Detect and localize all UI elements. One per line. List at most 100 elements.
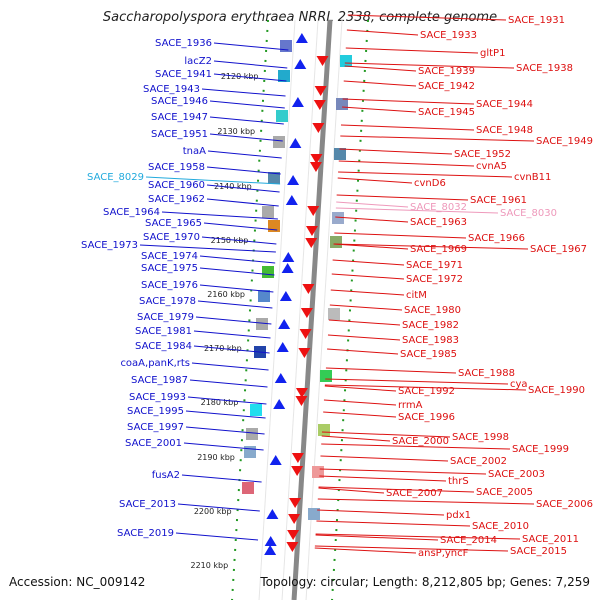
forward-gene — [282, 252, 295, 262]
right-label-connector — [333, 243, 529, 250]
right-label-connector — [339, 148, 453, 155]
right-label-connector — [321, 435, 391, 442]
right-label-connector — [333, 243, 409, 250]
right-gene-label: SACE_1998 — [452, 432, 509, 443]
right-gene-label: SACE_1983 — [402, 335, 459, 346]
left-label-connector — [209, 116, 284, 125]
left-label-connector — [193, 345, 270, 354]
left-gene-label: SACE_1936 — [155, 38, 212, 49]
right-label-connector — [334, 232, 467, 239]
right-gene-label: SACE_2002 — [450, 456, 507, 467]
feature-block — [308, 508, 320, 520]
right-label-connector — [321, 443, 511, 450]
left-gene-label: SACE_1958 — [148, 162, 205, 173]
right-gene-label: SACE_1952 — [454, 149, 511, 160]
feature-block — [332, 212, 344, 224]
right-label-connector — [315, 534, 439, 541]
forward-gene — [289, 138, 302, 148]
left-gene-label: SACE_1964 — [103, 207, 160, 218]
left-label-connector — [201, 88, 286, 97]
accession-text: Accession: NC_009142 — [9, 575, 146, 589]
left-label-connector — [139, 244, 276, 253]
left-gene-label: SACE_8029 — [87, 172, 144, 183]
right-gene-label: SACE_1933 — [420, 30, 477, 41]
scale-label: 2190 kbp — [197, 453, 235, 462]
left-label-connector — [213, 73, 287, 82]
left-gene-label: SACE_2019 — [117, 528, 174, 539]
right-gene-label: SACE_2010 — [472, 521, 529, 532]
left-label-connector — [187, 396, 267, 405]
reverse-gene — [305, 226, 318, 236]
right-label-connector — [319, 475, 447, 482]
right-gene-label: SACE_1982 — [402, 320, 459, 331]
left-label-connector — [195, 316, 272, 325]
forward-gene — [276, 342, 289, 352]
right-gene-label: cvnA5 — [476, 161, 507, 172]
left-label-connector — [209, 100, 285, 109]
right-gene-label: cvnD6 — [414, 178, 446, 189]
right-gene-label: SACE_1938 — [516, 63, 573, 74]
feature-block — [340, 55, 352, 67]
left-label-connector — [185, 410, 266, 419]
right-label-connector — [332, 259, 405, 266]
reverse-gene — [286, 542, 299, 552]
right-gene-label: SACE_8030 — [500, 208, 557, 219]
left-gene-label: SACE_1951 — [151, 129, 208, 140]
right-label-connector — [325, 367, 457, 374]
right-label-connector — [346, 29, 419, 36]
left-label-connector — [189, 379, 268, 388]
right-gene-label: SACE_1944 — [476, 99, 533, 110]
reverse-gene — [313, 100, 326, 110]
reverse-gene — [298, 348, 311, 358]
right-gene-label: gltP1 — [480, 48, 505, 59]
left-gene-label: SACE_1973 — [81, 240, 138, 251]
right-gene-label: pdx1 — [446, 510, 471, 521]
right-label-connector — [343, 80, 417, 87]
right-label-connector — [318, 486, 475, 493]
left-gene-label: SACE_1947 — [151, 112, 208, 123]
left-tick-track — [231, 19, 269, 600]
feature-block — [330, 236, 342, 248]
right-gene-label: SACE_2007 — [386, 488, 443, 499]
left-gene-label: SACE_1974 — [141, 251, 198, 262]
forward-gene — [266, 509, 279, 519]
reverse-gene — [295, 388, 308, 398]
right-gene-label: SACE_1967 — [530, 244, 587, 255]
left-gene-label: SACE_1943 — [143, 84, 200, 95]
left-label-connector — [206, 166, 281, 175]
left-gene-label: SACE_2001 — [125, 438, 182, 449]
left-label-connector — [199, 267, 275, 276]
right-gene-label: SACE_1990 — [528, 385, 585, 396]
right-gene-label: SACE_1996 — [398, 412, 455, 423]
right-label-connector — [347, 14, 507, 21]
right-label-connector — [317, 498, 535, 505]
left-label-connector — [199, 255, 276, 264]
right-label-connector — [315, 533, 521, 540]
right-label-connector — [323, 399, 397, 406]
right-label-connector — [319, 468, 487, 475]
right-label-connector — [330, 289, 405, 296]
right-label-connector — [344, 65, 417, 72]
right-label-connector — [338, 171, 513, 178]
left-label-connector — [161, 211, 278, 220]
feature-block — [268, 172, 280, 184]
right-gene-label: ansP,yncF — [418, 548, 469, 559]
forward-gene — [269, 455, 282, 465]
right-gene-label: SACE_2005 — [476, 487, 533, 498]
right-gene-label: SACE_1985 — [400, 349, 457, 360]
right-label-connector — [318, 487, 385, 494]
right-gene-label: SACE_2014 — [440, 535, 497, 546]
left-label-connector — [181, 474, 262, 483]
left-gene-label: SACE_1965 — [145, 218, 202, 229]
reverse-gene — [305, 238, 318, 248]
right-label-connector — [324, 384, 527, 391]
right-gene-label: citM — [406, 290, 427, 301]
forward-gene — [281, 263, 294, 273]
right-tick-track — [331, 19, 369, 600]
right-gene-label: SACE_1972 — [406, 274, 463, 285]
left-label-connector — [199, 284, 274, 293]
right-gene-label: rrmA — [398, 400, 423, 411]
left-gene-label: SACE_1941 — [155, 69, 212, 80]
reverse-gene — [307, 206, 320, 216]
